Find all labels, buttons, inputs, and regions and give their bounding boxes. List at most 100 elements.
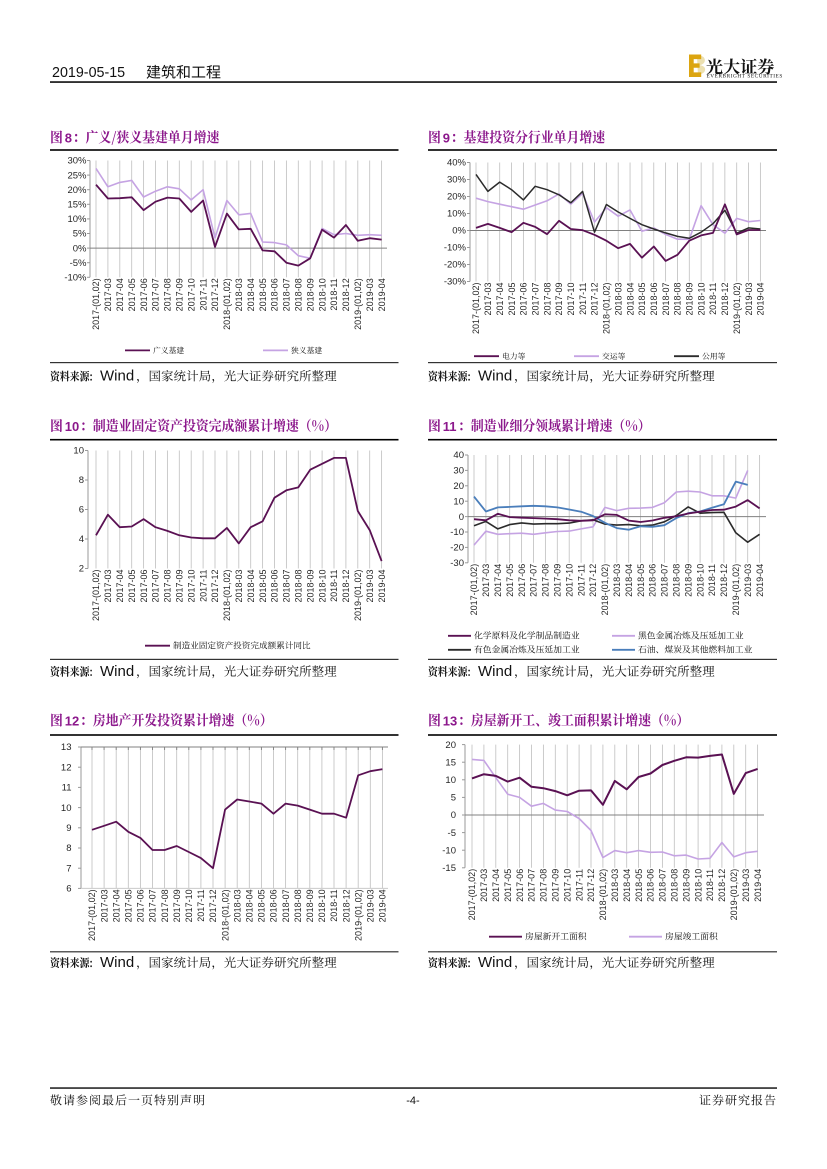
svg-text:Wind: Wind: [100, 954, 134, 971]
svg-text:2017-07: 2017-07: [151, 278, 161, 311]
svg-text:2017-(01,02): 2017-(01,02): [87, 889, 97, 941]
svg-text:40: 40: [453, 450, 464, 461]
svg-text:-10: -10: [450, 527, 464, 538]
svg-text:2019-05-15: 2019-05-15: [52, 65, 125, 81]
svg-text:0: 0: [451, 810, 456, 821]
svg-text:Wind: Wind: [478, 368, 512, 385]
svg-text:2017-10: 2017-10: [562, 869, 572, 902]
svg-text:20%: 20%: [67, 185, 87, 196]
svg-text:-20: -20: [450, 543, 464, 554]
svg-text:2018-09: 2018-09: [685, 283, 695, 316]
svg-text:6: 6: [79, 505, 84, 516]
svg-text:2017-04: 2017-04: [111, 889, 121, 922]
svg-text:2018-10: 2018-10: [317, 570, 327, 603]
svg-text:2017-09: 2017-09: [175, 570, 185, 603]
svg-text:2017-05: 2017-05: [505, 564, 515, 597]
svg-text:Wind: Wind: [478, 663, 512, 680]
svg-text:2018-12: 2018-12: [717, 869, 727, 902]
svg-text:2018-03: 2018-03: [610, 869, 620, 902]
svg-text:2017-03: 2017-03: [103, 278, 113, 311]
svg-text:EVERBRIGHT SECURITIES: EVERBRIGHT SECURITIES: [707, 74, 783, 80]
svg-text:2018-04: 2018-04: [624, 564, 634, 597]
svg-text:2018-04: 2018-04: [245, 889, 255, 922]
svg-text:2018-10: 2018-10: [317, 889, 327, 922]
svg-text:2018-05: 2018-05: [257, 889, 267, 922]
svg-text:2019-(01,02): 2019-(01,02): [353, 889, 363, 941]
svg-text:2017-03: 2017-03: [99, 889, 109, 922]
svg-text:2017-07: 2017-07: [527, 869, 537, 902]
svg-text:40%: 40%: [447, 158, 467, 169]
svg-text:2018-08: 2018-08: [673, 283, 683, 316]
svg-text:2017-08: 2017-08: [542, 283, 552, 316]
svg-text:2018-05: 2018-05: [634, 869, 644, 902]
svg-text:2019-04: 2019-04: [377, 570, 387, 603]
svg-text:10%: 10%: [447, 209, 467, 220]
svg-text:2017-05: 2017-05: [124, 889, 134, 922]
svg-text:-5%: -5%: [70, 258, 87, 269]
svg-text:2018-03: 2018-03: [232, 889, 242, 922]
svg-text:2018-05: 2018-05: [637, 283, 647, 316]
svg-text:2019-(01,02): 2019-(01,02): [732, 283, 742, 335]
svg-text:2017-(01,02): 2017-(01,02): [91, 570, 101, 622]
svg-text:10: 10: [65, 419, 79, 434]
svg-text:2017-04: 2017-04: [493, 564, 503, 597]
svg-text:8: 8: [79, 475, 84, 486]
svg-text:2017-06: 2017-06: [139, 278, 149, 311]
svg-text:0%: 0%: [452, 226, 466, 237]
svg-text:Wind: Wind: [100, 663, 134, 680]
svg-text:2017-12: 2017-12: [208, 889, 218, 922]
svg-text:2018-11: 2018-11: [707, 564, 717, 596]
svg-text:2017-(01,02): 2017-(01,02): [471, 283, 481, 335]
svg-text:Wind: Wind: [478, 954, 512, 971]
svg-text:-30%: -30%: [444, 277, 467, 288]
svg-text:2019-03: 2019-03: [741, 869, 751, 902]
svg-text:2017-12: 2017-12: [210, 570, 220, 603]
svg-text:2018-06: 2018-06: [269, 889, 279, 922]
svg-text:2018-07: 2018-07: [661, 283, 671, 316]
svg-text:7: 7: [66, 863, 71, 874]
svg-text:-10%: -10%: [64, 273, 87, 284]
svg-text:2018-10: 2018-10: [696, 283, 706, 316]
svg-text:2018-09: 2018-09: [683, 564, 693, 597]
svg-text:-10: -10: [442, 845, 456, 856]
svg-text:2017-12: 2017-12: [210, 278, 220, 311]
svg-text:8: 8: [66, 843, 71, 854]
svg-text:2017-(01,02): 2017-(01,02): [469, 564, 479, 616]
svg-text:2017-04: 2017-04: [115, 570, 125, 603]
svg-text:2018-12: 2018-12: [341, 570, 351, 603]
svg-text:2018-08: 2018-08: [293, 889, 303, 922]
svg-text:0%: 0%: [73, 243, 87, 254]
svg-text:2017-(01,02): 2017-(01,02): [91, 278, 101, 330]
svg-text:2019-03: 2019-03: [365, 278, 375, 311]
svg-text:2017-06: 2017-06: [517, 564, 527, 597]
svg-text:13: 13: [61, 742, 72, 753]
svg-text:2019-04: 2019-04: [756, 283, 766, 316]
svg-text:11: 11: [443, 419, 457, 434]
svg-text:20: 20: [445, 740, 456, 751]
svg-text:12: 12: [61, 762, 72, 773]
svg-text:2017-09: 2017-09: [172, 889, 182, 922]
svg-text:2017-10: 2017-10: [186, 570, 196, 603]
svg-text:2017-03: 2017-03: [479, 869, 489, 902]
svg-text:11: 11: [62, 783, 72, 794]
svg-text:2018-05: 2018-05: [636, 564, 646, 597]
svg-text:2018-09: 2018-09: [305, 570, 315, 603]
svg-text:4: 4: [79, 534, 84, 545]
svg-text:10: 10: [61, 803, 72, 814]
svg-text:30%: 30%: [67, 156, 87, 167]
svg-text:2018-08: 2018-08: [294, 278, 304, 311]
svg-text:2018-12: 2018-12: [341, 278, 351, 311]
svg-text:2018-06: 2018-06: [270, 278, 280, 311]
svg-text:2017-09: 2017-09: [551, 869, 561, 902]
svg-text:2017-05: 2017-05: [507, 283, 517, 316]
svg-text:-15: -15: [442, 863, 456, 874]
svg-text:2018-06: 2018-06: [646, 869, 656, 902]
svg-text:2018-03: 2018-03: [234, 278, 244, 311]
svg-text:2018-12: 2018-12: [719, 564, 729, 597]
svg-text:2018-04: 2018-04: [246, 278, 256, 311]
svg-text:10: 10: [73, 446, 84, 457]
svg-text:2019-(01,02): 2019-(01,02): [729, 869, 739, 921]
svg-text:2019-(01,02): 2019-(01,02): [353, 570, 363, 622]
svg-text:2018-09: 2018-09: [681, 869, 691, 902]
svg-text:2017-08: 2017-08: [539, 869, 549, 902]
